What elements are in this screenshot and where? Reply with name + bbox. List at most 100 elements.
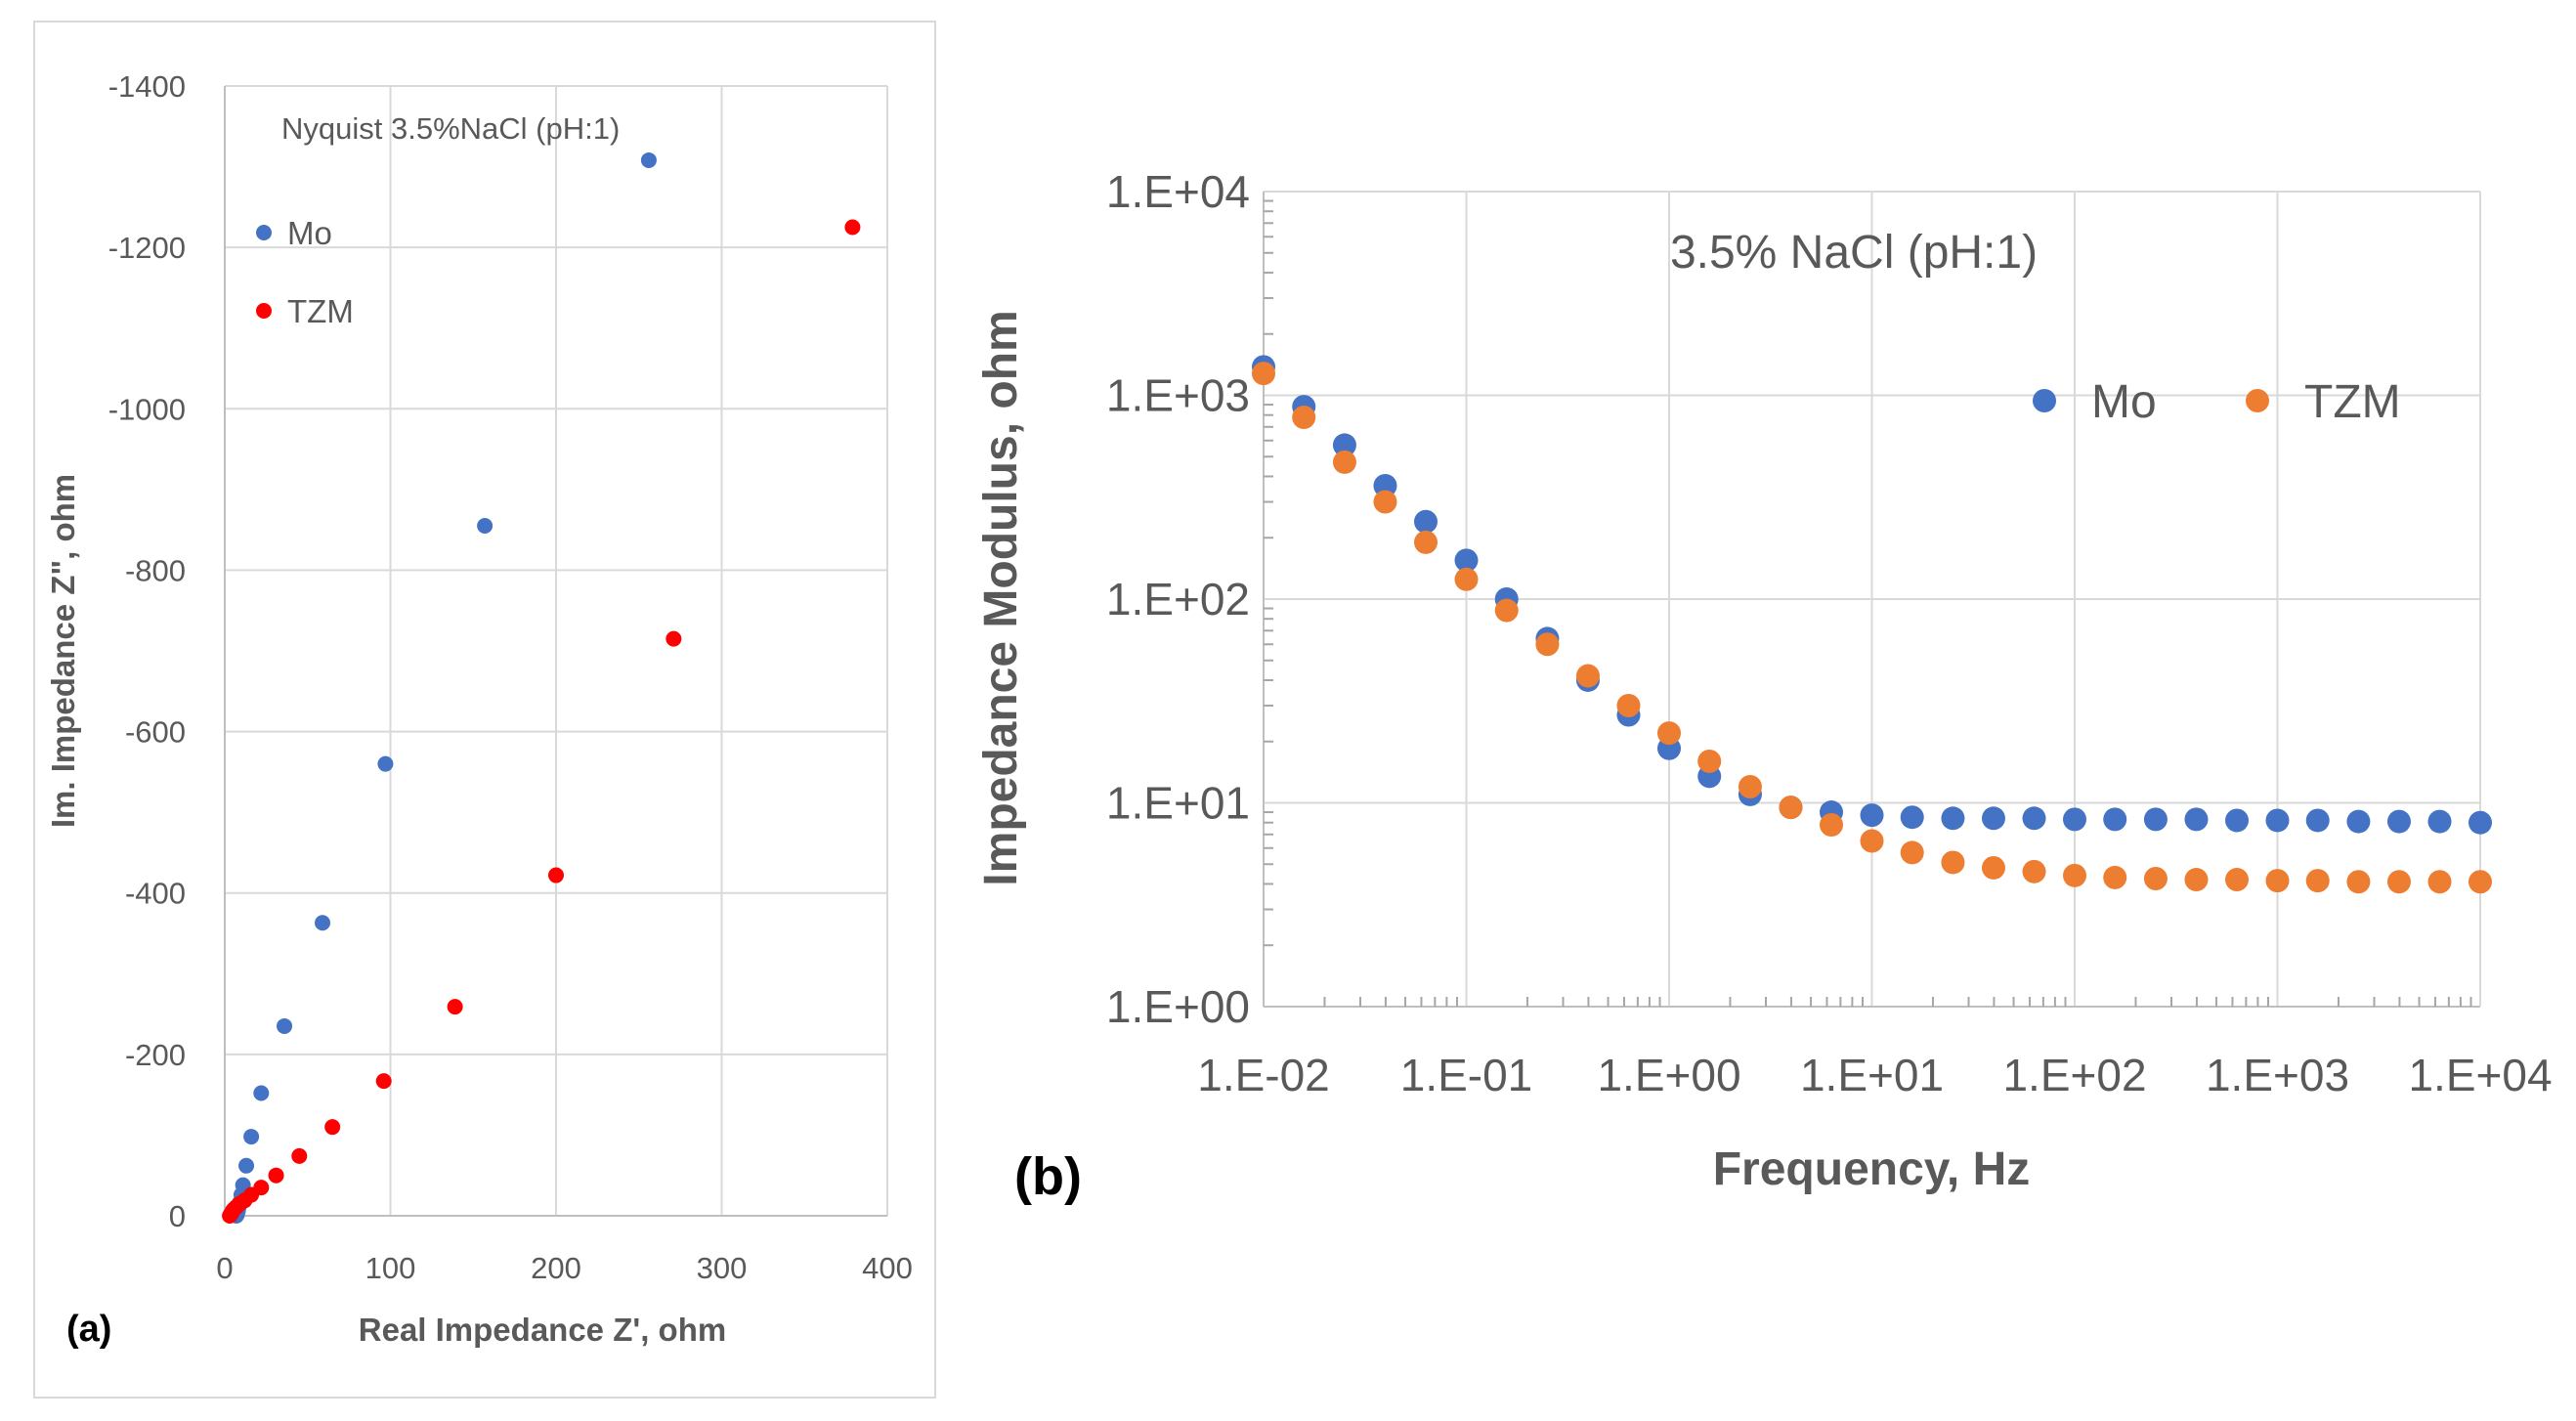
data-point-tzm: [1941, 850, 1965, 875]
y-tick-label: -800: [125, 553, 186, 587]
data-point-tzm: [1535, 632, 1560, 657]
data-point-tzm: [1616, 694, 1641, 718]
data-point-tzm: [2022, 859, 2046, 883]
data-point-mo: [238, 1157, 255, 1174]
y-tick-label: -600: [125, 715, 186, 750]
data-point-mo: [1981, 806, 2005, 831]
y-tick-label: -200: [125, 1038, 186, 1072]
data-point-tzm: [1900, 840, 1924, 865]
data-point-mo: [315, 915, 331, 931]
legend-label-tzm: TZM: [2304, 376, 2401, 428]
x-tick-label: 0: [216, 1251, 233, 1285]
data-point-mo: [1900, 805, 1924, 830]
x-axis-title: Real Impedance Z', ohm: [359, 1312, 726, 1348]
data-point-mo: [1860, 803, 1884, 828]
data-point-tzm: [2143, 866, 2168, 890]
data-point-mo: [2022, 806, 2046, 831]
bode-chart: 1.E-02 1.E-01 1.E+00 1.E+01 1.E+02 1.E+03 1.E+…: [975, 166, 2553, 1195]
data-point-tzm: [844, 219, 861, 236]
y-tick-label: -1000: [108, 392, 186, 426]
data-point-mo: [2265, 808, 2290, 833]
data-point-tzm: [1252, 362, 1275, 386]
data-point-tzm: [1860, 829, 1884, 853]
data-point-tzm: [1292, 405, 1316, 429]
y-tick-label: 1.E+00: [1106, 981, 1250, 1032]
y-tick-label: -1200: [108, 231, 186, 265]
data-point-mo: [1414, 509, 1438, 534]
y-tick-label: -1400: [108, 69, 186, 104]
y-tick-label: 1.E+01: [1106, 778, 1250, 829]
y-tick-label: 1.E+03: [1106, 370, 1250, 421]
data-point-mo: [377, 755, 394, 772]
data-point-mo: [2469, 810, 2492, 835]
data-point-mo: [277, 1017, 293, 1034]
data-point-mo: [2103, 807, 2127, 832]
data-point-tzm: [1779, 796, 1803, 820]
data-point-tzm: [268, 1167, 284, 1184]
data-point-tzm: [2225, 868, 2250, 892]
data-point-tzm: [1820, 812, 1844, 837]
data-point-tzm: [2265, 869, 2290, 893]
x-tick-label: 1.E+00: [1597, 1050, 1740, 1100]
data-point-tzm: [2346, 870, 2371, 894]
data-point-mo: [2063, 807, 2086, 832]
data-point-mo: [1373, 474, 1397, 498]
data-point-mo: [1454, 548, 1479, 573]
data-point-tzm: [1454, 567, 1479, 591]
data-point-mo: [2386, 809, 2411, 834]
data-point-tzm: [2184, 868, 2209, 892]
data-point-tzm: [2103, 865, 2127, 889]
nyquist-chart: 0 -200 -400 -600 -800 -1000 -1200 -1400 0 100 200 3…: [45, 69, 913, 1348]
data-point-tzm: [2469, 870, 2492, 894]
data-point-tzm: [1738, 774, 1762, 798]
panel-label-b: (b): [1014, 1147, 1082, 1206]
panel-label-a: (a): [66, 1309, 111, 1350]
x-tick-label: 1.E-01: [1400, 1050, 1533, 1100]
data-point-tzm: [2063, 863, 2086, 887]
data-point-tzm: [1697, 749, 1722, 773]
x-axis-title: Frequency, Hz: [1713, 1143, 2031, 1195]
data-point-mo: [243, 1129, 260, 1145]
x-tick-label: 400: [862, 1251, 913, 1285]
nyquist-chart-frame: [33, 21, 936, 1399]
data-point-tzm: [1575, 664, 1600, 688]
data-point-tzm: [291, 1147, 308, 1164]
data-point-tzm: [1981, 855, 2005, 880]
x-tick-label: 1.E-02: [1197, 1050, 1330, 1100]
data-point-mo: [640, 151, 657, 168]
data-point-tzm: [1332, 450, 1356, 474]
data-point-tzm: [324, 1119, 341, 1136]
data-point-tzm: [447, 999, 463, 1015]
legend-label-mo: Mo: [2091, 376, 2157, 428]
data-point-tzm: [2386, 870, 2411, 894]
data-point-mo: [253, 1085, 270, 1101]
x-tick-label: 100: [365, 1251, 416, 1285]
data-point-tzm: [2427, 870, 2452, 894]
legend-marker-mo: [256, 225, 272, 240]
x-tick-label: 300: [697, 1251, 748, 1285]
data-point-tzm: [222, 1208, 238, 1224]
y-axis-title: Im. Impedance Z", ohm: [45, 474, 81, 828]
legend-marker-tzm: [2246, 389, 2269, 412]
x-tick-label: 1.E+01: [1800, 1050, 1944, 1100]
data-point-tzm: [1373, 490, 1397, 514]
x-tick-label: 1.E+02: [2002, 1050, 2146, 1100]
y-tick-label: -400: [125, 877, 186, 911]
data-point-mo: [1332, 433, 1356, 457]
chart-title: 3.5% NaCl (pH:1): [1670, 227, 2038, 279]
legend-label-tzm: TZM: [287, 293, 354, 329]
data-point-mo: [2225, 808, 2250, 833]
data-point-mo: [1941, 806, 1965, 831]
y-tick-label: 1.E+04: [1106, 166, 1250, 217]
legend-label-mo: Mo: [287, 215, 332, 251]
x-tick-label: 200: [531, 1251, 581, 1285]
data-point-tzm: [1657, 721, 1681, 746]
y-tick-label: 0: [169, 1199, 186, 1233]
chart-title: Nyquist 3.5%NaCl (pH:1): [281, 111, 620, 146]
data-point-tzm: [1494, 598, 1519, 623]
legend-marker-tzm: [256, 303, 272, 319]
data-point-tzm: [1414, 530, 1438, 554]
legend-marker-mo: [2033, 389, 2056, 412]
data-point-mo: [477, 518, 494, 535]
data-point-mo: [2143, 807, 2168, 832]
